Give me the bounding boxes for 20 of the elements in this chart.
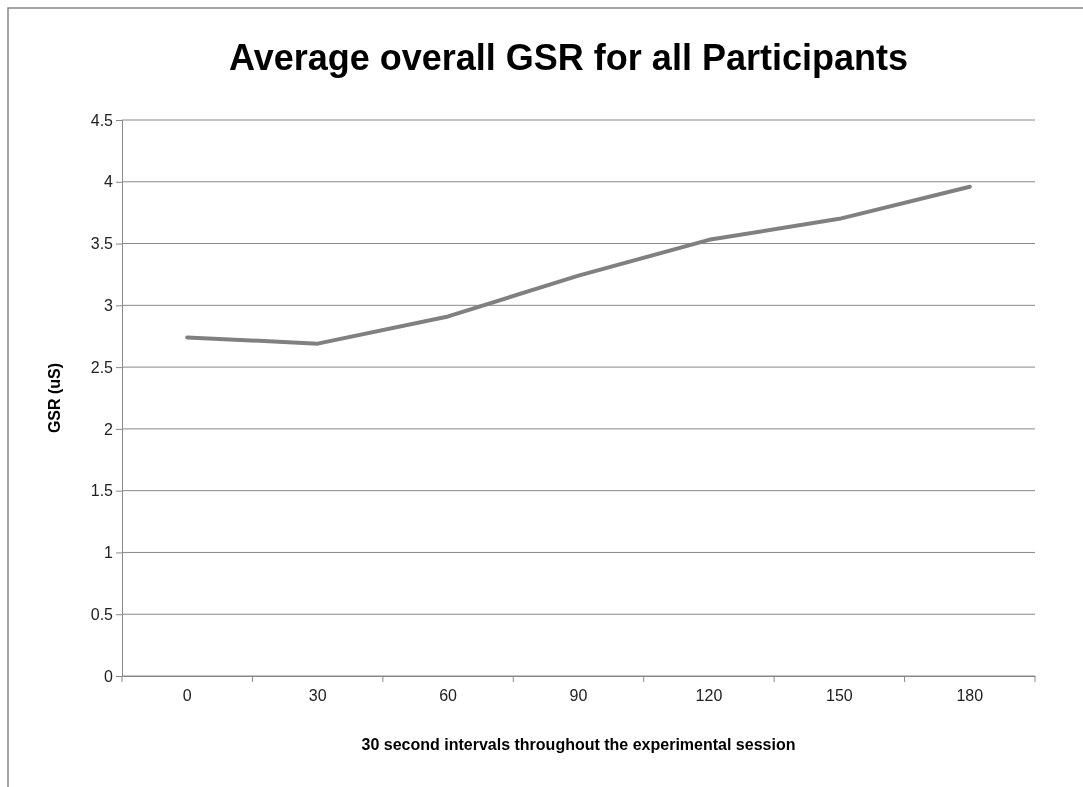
- y-tick-label: 3.5: [90, 235, 114, 253]
- y-tick-label: 0.5: [90, 605, 114, 623]
- y-tick-label: 4.5: [90, 111, 114, 129]
- x-tick-label: 180: [956, 687, 984, 705]
- x-tick-label: 150: [826, 687, 853, 705]
- x-tick-label: 90: [569, 687, 588, 705]
- x-tick-label: 0: [182, 687, 192, 705]
- y-tick-label: 2.5: [90, 358, 114, 376]
- y-axis-title: GSR (uS): [46, 362, 63, 434]
- y-tick-label: 3: [104, 296, 114, 314]
- x-tick-label: 120: [695, 687, 723, 705]
- y-tick-label: 1: [104, 544, 114, 562]
- y-tick-label: 1.5: [90, 482, 114, 500]
- y-tick-label: 2: [104, 420, 114, 438]
- chart-title: Average overall GSR for all Participants: [229, 37, 908, 78]
- y-tick-label: 0: [104, 667, 114, 685]
- y-tick-label: 4: [104, 173, 114, 191]
- x-tick-label: 30: [308, 687, 327, 705]
- x-axis-title: 30 second intervals throughout the experimental session: [361, 736, 796, 753]
- x-tick-label: 60: [439, 687, 458, 705]
